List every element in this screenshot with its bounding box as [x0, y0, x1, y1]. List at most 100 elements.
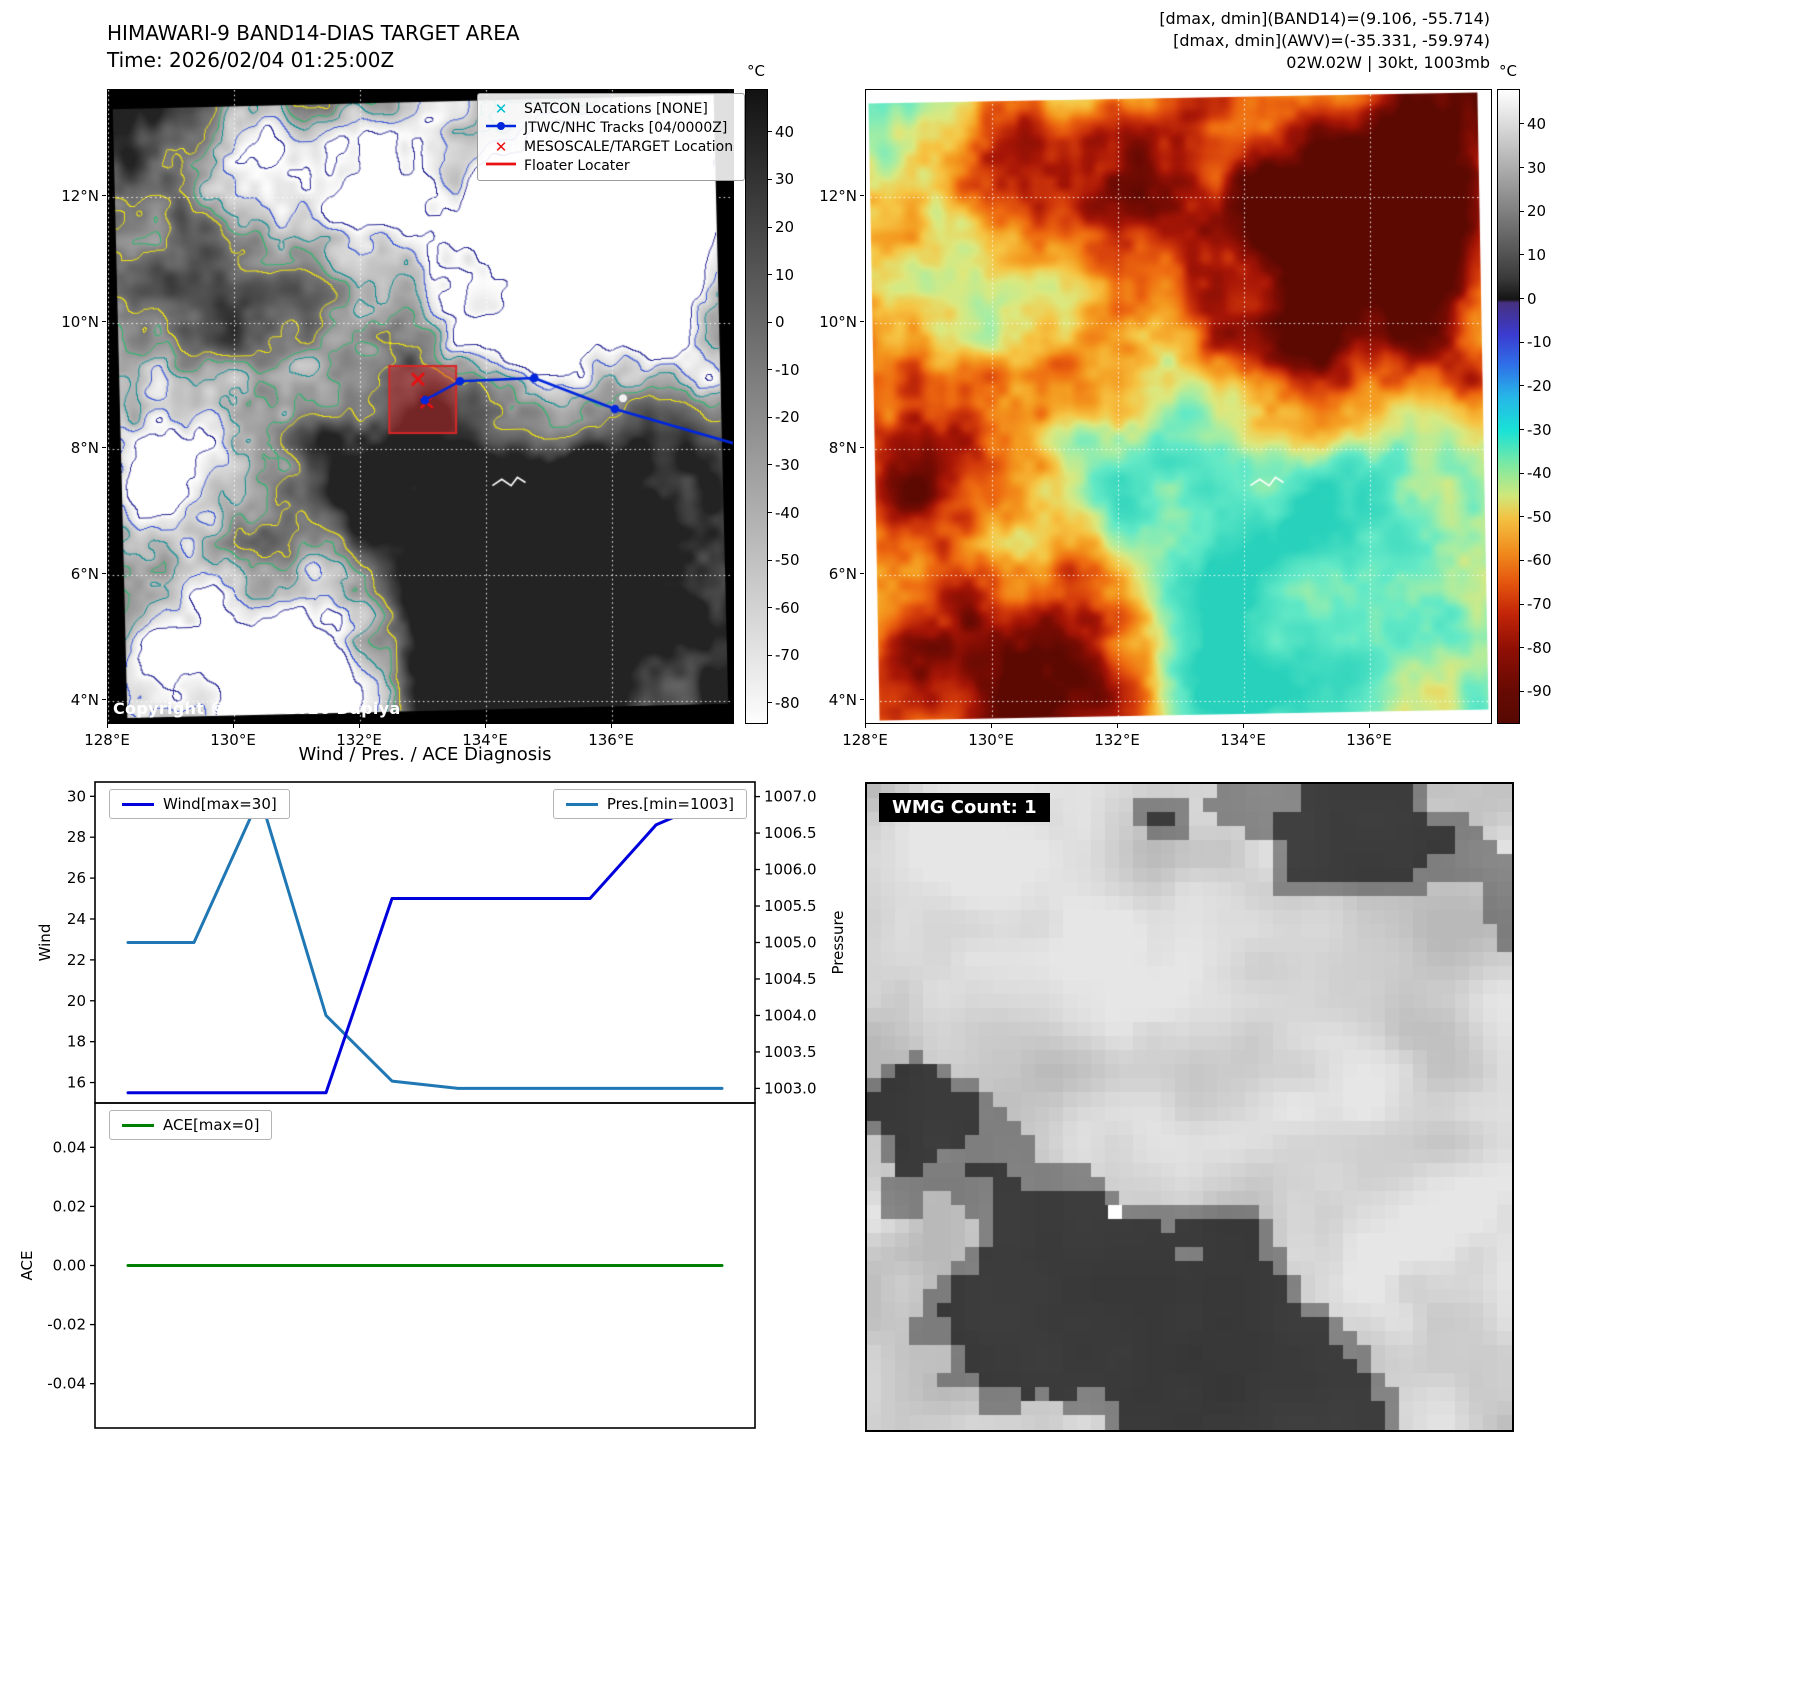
mesoscale-x-icon: ✕ [494, 137, 508, 156]
lat-tick-label: 10°N [819, 312, 857, 331]
lon-tick-label: 136°E [1346, 731, 1392, 749]
colorbar-tick-label: -70 [775, 646, 800, 665]
colorbar-tick-mark [768, 512, 772, 514]
colorbar-tick-mark [768, 464, 772, 466]
lat-tick-label: 12°N [819, 186, 857, 205]
y-tick-label: 20 [67, 992, 86, 1010]
lat-tick-mark [102, 321, 106, 323]
awv-header: [dmax, dmin](BAND14)=(9.106, -55.714) [d… [900, 8, 1490, 74]
y-tick-label: 1005.5 [764, 897, 817, 915]
awv-satellite-image [865, 89, 1492, 724]
awv-colorbar [1497, 89, 1520, 724]
axis-label: ACE [18, 1251, 36, 1281]
lat-tick-label: 12°N [61, 186, 99, 205]
legend-item-satcon: ✕ SATCON Locations [NONE] [484, 99, 738, 118]
legend-item-track: JTWC/NHC Tracks [04/0000Z] [484, 118, 738, 137]
lat-tick-mark [102, 447, 106, 449]
colorbar-tick-mark [1520, 210, 1524, 212]
awv-header-line1: [dmax, dmin](BAND14)=(9.106, -55.714) [1159, 9, 1490, 28]
lon-tick-label: 130°E [210, 731, 256, 749]
colorbar-tick-mark [1520, 167, 1524, 169]
colorbar-tick-label: -50 [775, 551, 800, 570]
wmg-image [865, 782, 1514, 1432]
y-tick-label: -0.02 [47, 1316, 86, 1334]
lat-tick-label: 10°N [61, 312, 99, 331]
lon-tick-mark [990, 724, 992, 728]
colorbar-tick-label: 10 [775, 265, 795, 284]
lon-tick-label: 134°E [462, 731, 508, 749]
lon-tick-mark [1242, 724, 1244, 728]
colorbar-tick-mark [1520, 603, 1524, 605]
y-tick-label: 1006.5 [764, 824, 817, 842]
lon-tick-label: 132°E [336, 731, 382, 749]
colorbar-tick-label: -50 [1527, 507, 1552, 526]
y-tick-label: 1007.0 [764, 788, 817, 806]
y-tick-label: 28 [67, 828, 86, 846]
floater-line-icon [484, 157, 518, 175]
y-tick-label: 1003.5 [764, 1043, 817, 1061]
y-tick-label: 1006.0 [764, 861, 817, 879]
colorbar-tick-mark [1520, 429, 1524, 430]
colorbar-tick-mark [768, 178, 772, 180]
legend-item-floater: Floater Locater [484, 156, 738, 175]
colorbar-tick-mark [1520, 385, 1524, 387]
colorbar-tick-mark [768, 131, 772, 133]
colorbar-tick-mark [1520, 647, 1524, 649]
lon-tick-mark [1368, 724, 1370, 728]
colorbar-tick-label: -60 [1527, 551, 1552, 570]
y-tick-label: 0.02 [53, 1197, 86, 1215]
legend-item-mesoscale: ✕ MESOSCALE/TARGET Location [484, 137, 738, 156]
colorbar-tick-mark [1520, 298, 1524, 300]
y-tick-label: 30 [67, 787, 86, 805]
lon-tick-label: 134°E [1220, 731, 1266, 749]
colorbar-tick-label: 0 [775, 313, 785, 332]
band14-colorbar-unit: °C [747, 62, 765, 80]
map-legend: ✕ SATCON Locations [NONE] JTWC/NHC Track… [477, 93, 745, 181]
lon-tick-label: 128°E [842, 731, 888, 749]
copyright-text: Copyright © 2020-2026 Dapiya [113, 699, 401, 718]
colorbar-tick-mark [768, 654, 772, 656]
colorbar-tick-label: -20 [775, 408, 800, 427]
band14-title-block: HIMAWARI-9 BAND14-DIAS TARGET AREA Time:… [107, 20, 520, 74]
lat-tick-mark [860, 195, 864, 197]
lat-tick-mark [860, 699, 864, 701]
lat-tick-label: 6°N [828, 564, 857, 583]
lat-tick-mark [860, 447, 864, 449]
diagnosis-chart: 16 18 20 22 24 26 28 30 1003.0 1003.5 1004.0 1004.5… [18, 781, 847, 1429]
awv-header-line3: 02W.02W | 30kt, 1003mb [1286, 53, 1490, 72]
axis-label: Wind [36, 924, 54, 962]
band14-title: HIMAWARI-9 BAND14-DIAS TARGET AREA [107, 21, 520, 45]
lon-tick-mark [1116, 724, 1118, 728]
colorbar-tick-mark [1520, 254, 1524, 256]
band14-time: Time: 2026/02/04 01:25:00Z [107, 48, 395, 72]
lon-tick-mark [484, 724, 486, 728]
colorbar-tick-mark [1520, 123, 1524, 125]
colorbar-tick-mark [768, 369, 772, 371]
colorbar-tick-label: -40 [1527, 464, 1552, 483]
colorbar-tick-label: 30 [775, 170, 795, 189]
y-tick-label: 0.00 [53, 1257, 86, 1275]
diagnosis-title: Wind / Pres. / ACE Diagnosis [298, 744, 552, 765]
lon-tick-mark [232, 724, 234, 728]
colorbar-tick-label: 10 [1527, 245, 1547, 264]
colorbar-tick-label: -30 [775, 455, 800, 474]
legend-label: SATCON Locations [NONE] [524, 100, 708, 117]
colorbar-tick-mark [768, 607, 772, 609]
lon-tick-mark [610, 724, 612, 728]
awv-colorbar-unit: °C [1499, 62, 1517, 80]
wmg-count-badge: WMG Count: 1 [879, 793, 1050, 822]
band14-satellite-image [107, 89, 734, 724]
colorbar-tick-mark [768, 226, 772, 228]
lat-tick-label: 8°N [70, 438, 99, 457]
colorbar-tick-mark [1520, 559, 1524, 561]
y-tick-label: 26 [67, 869, 86, 887]
y-tick-label: 1004.5 [764, 970, 817, 988]
lat-tick-label: 6°N [70, 564, 99, 583]
colorbar-tick-label: -20 [1527, 376, 1552, 395]
awv-header-line2: [dmax, dmin](AWV)=(-35.331, -59.974) [1173, 31, 1490, 50]
colorbar-tick-label: 40 [1527, 114, 1547, 133]
colorbar-tick-label: -10 [1527, 333, 1552, 352]
satcon-x-icon: ✕ [494, 99, 508, 118]
colorbar-tick-mark [1520, 690, 1524, 692]
